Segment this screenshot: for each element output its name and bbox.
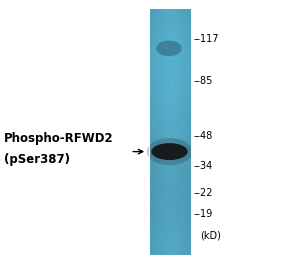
- Text: (pSer387): (pSer387): [4, 153, 70, 166]
- Text: --117: --117: [193, 34, 219, 44]
- Text: --19: --19: [193, 209, 213, 219]
- Text: (kD): (kD): [200, 230, 221, 240]
- Ellipse shape: [151, 143, 188, 160]
- Ellipse shape: [156, 41, 182, 56]
- Text: --34: --34: [193, 161, 213, 171]
- Text: --85: --85: [193, 76, 213, 86]
- Text: Phospho-RFWD2: Phospho-RFWD2: [4, 132, 114, 145]
- Ellipse shape: [159, 42, 176, 50]
- Text: --48: --48: [193, 131, 213, 141]
- Text: --22: --22: [193, 188, 213, 198]
- Ellipse shape: [147, 138, 192, 165]
